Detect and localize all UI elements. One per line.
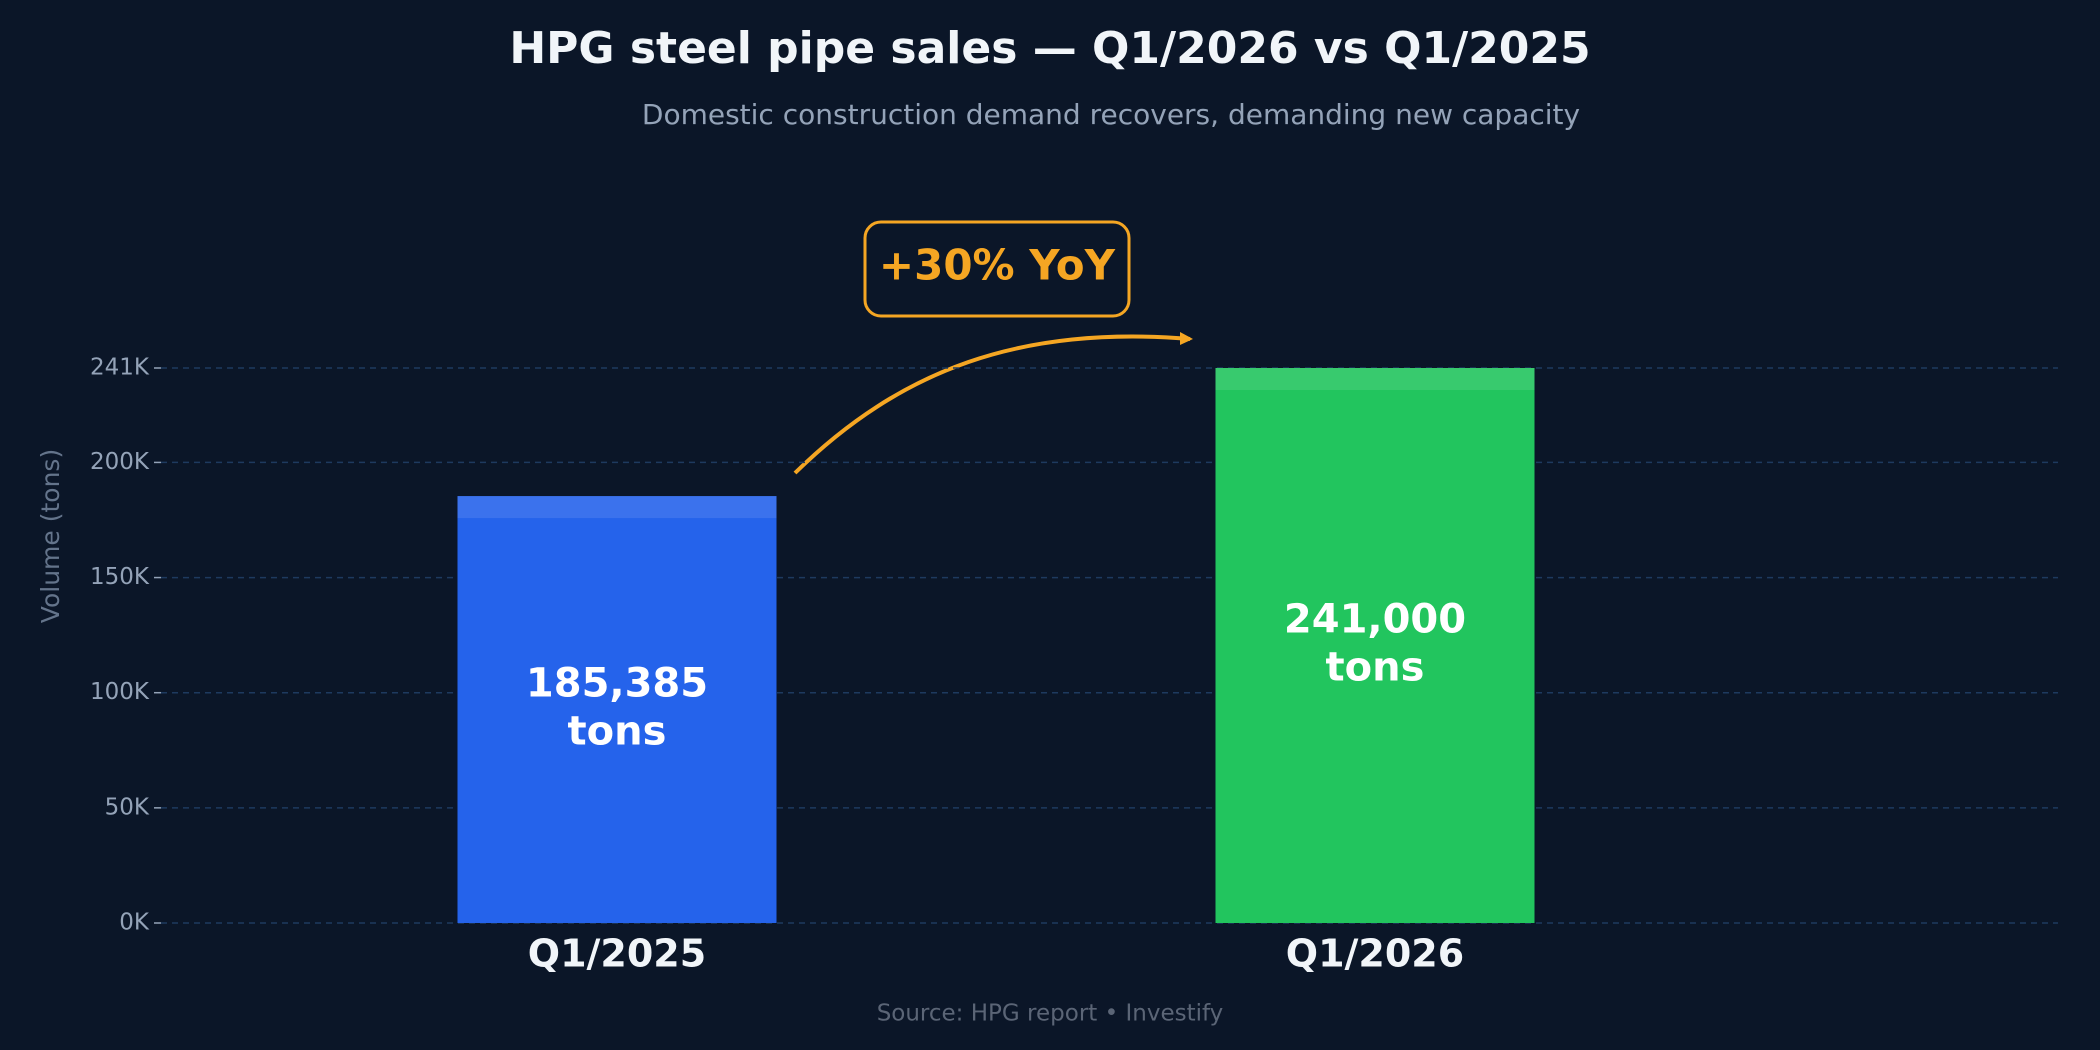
y-tick-label: 241K <box>90 355 150 381</box>
annotation: +30% YoY <box>879 241 1116 290</box>
y-tick-label: 0K <box>119 910 150 936</box>
annotation-arrow <box>793 334 1191 475</box>
chart-subtitle: Domestic construction demand recovers, d… <box>642 98 1580 131</box>
plot-area: 0K 50K 100K 150K 200K 241K Q1/2025 185,385 tons Q… <box>90 355 2058 976</box>
source: Source: HPG report • Investify <box>877 1001 1224 1027</box>
y-axis-label: Volume (tons) <box>36 449 65 623</box>
bar-highlight <box>457 496 777 519</box>
annotation-box <box>863 220 1131 318</box>
value-label: 185,385 tons <box>526 661 708 755</box>
chart-title: HPG steel pipe sales — Q1/2026 vs Q1/202… <box>509 23 1590 74</box>
y-tick-label: 150K <box>90 564 150 590</box>
bar <box>1215 368 1535 923</box>
x-tick-label: Q1/2026 <box>1286 932 1464 976</box>
y-tick-label: 200K <box>90 449 150 475</box>
y-tick-label: 50K <box>105 794 150 820</box>
bar-highlight <box>1215 368 1535 390</box>
arrow-head <box>1180 332 1193 345</box>
bar <box>457 496 777 923</box>
value-label: 241,000 tons <box>1284 597 1466 691</box>
x-tick-label: Q1/2025 <box>528 932 706 976</box>
y-tick-label: 100K <box>90 679 150 705</box>
